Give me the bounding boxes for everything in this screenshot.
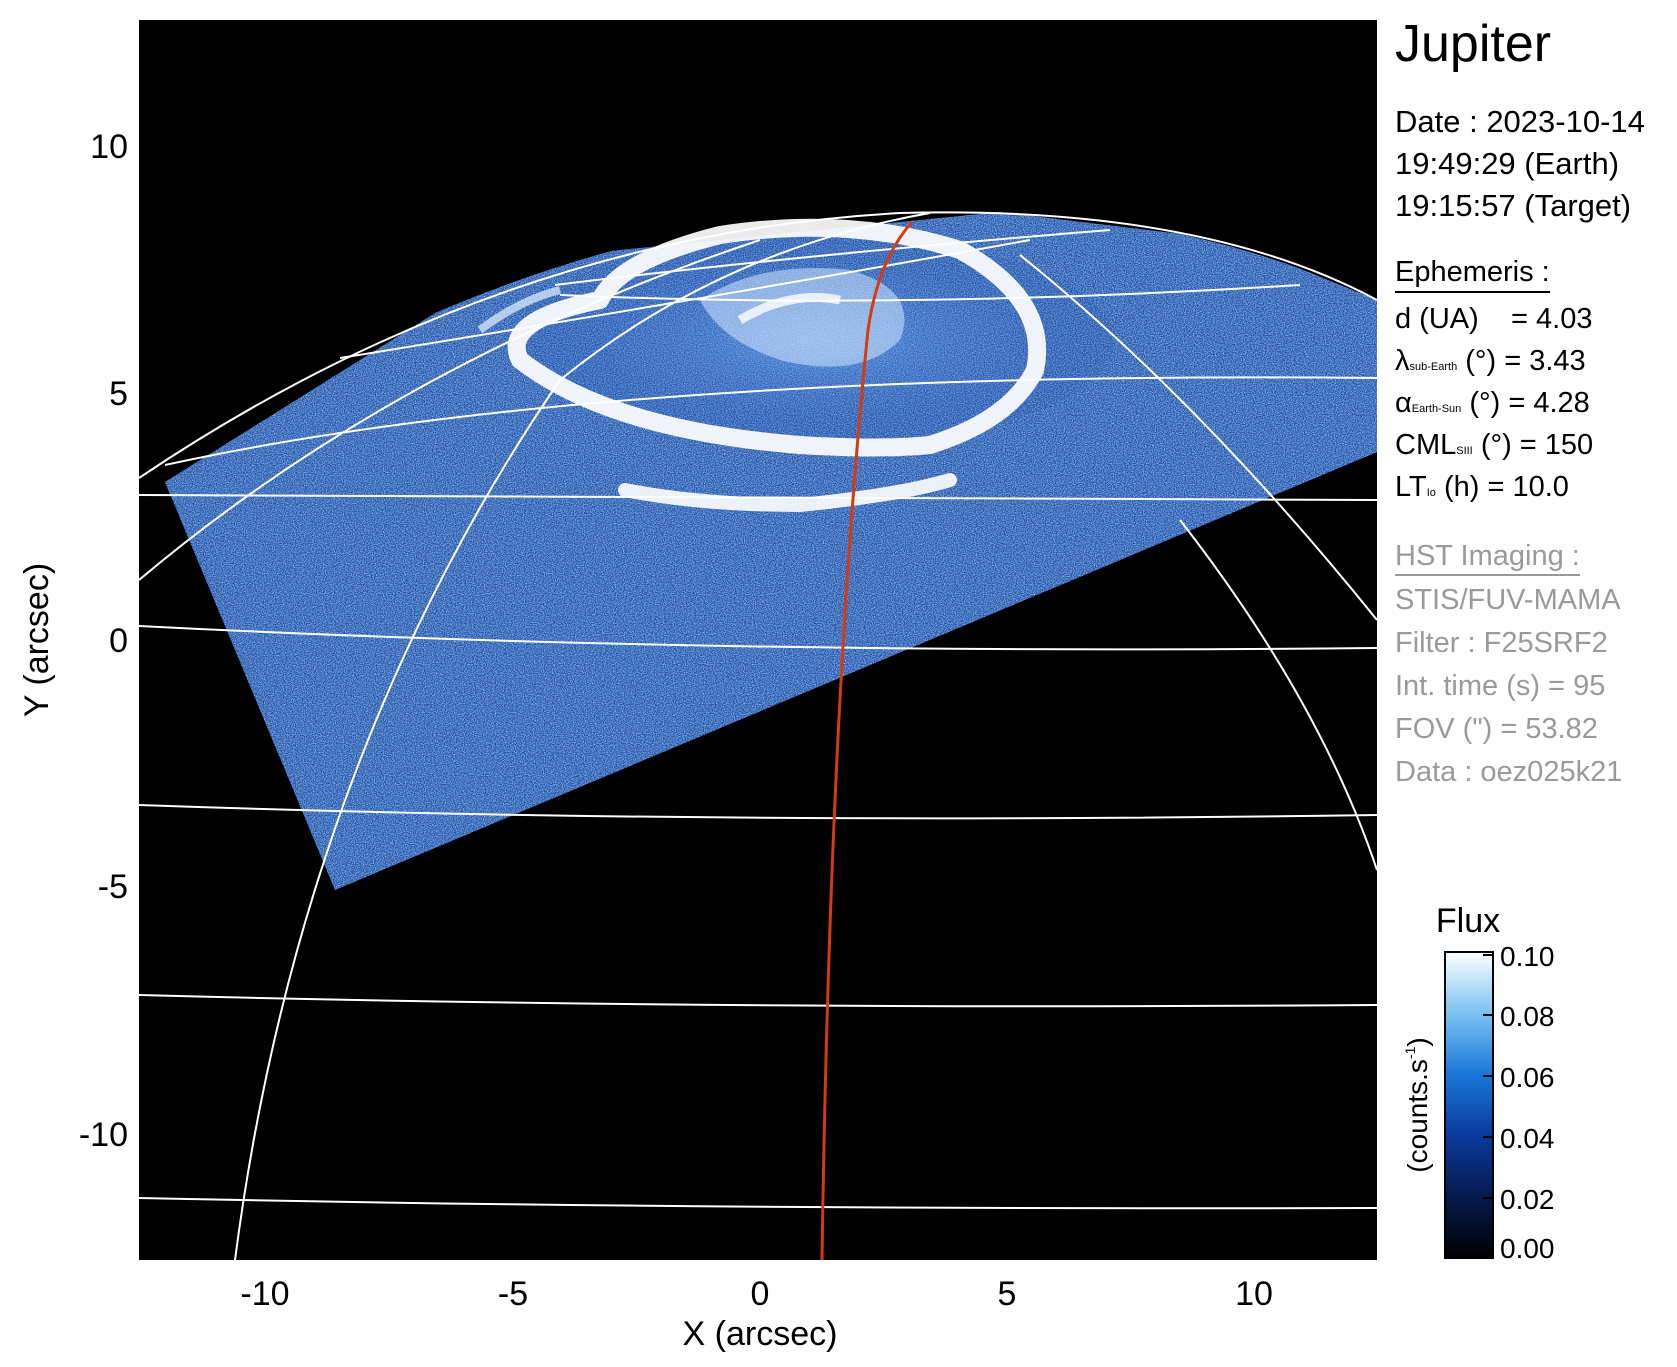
ephemeris-cml: CMLSIII (°) = 150 [1395, 429, 1594, 461]
planet-title: Jupiter [1395, 15, 1552, 73]
ephemeris-distance: d (UA) = 4.03 [1395, 303, 1593, 335]
colorbar-label: (counts.s-1) [1402, 1037, 1433, 1172]
hst-instrument: STIS/FUV-MAMA [1395, 584, 1621, 616]
date-line: Date : 2023-10-14 [1395, 104, 1645, 139]
y-tick-label: 0 [109, 622, 128, 660]
target-time-line: 19:15:57 (Target) [1395, 188, 1632, 223]
colorbar-tick: 0.10 [1500, 941, 1555, 972]
ephemeris-local-time: LTIo (h) = 10.0 [1395, 471, 1569, 503]
colorbar-tick: 0.02 [1500, 1184, 1555, 1215]
x-tick-label: 10 [1235, 1275, 1273, 1313]
colorbar-tick: 0.00 [1500, 1233, 1555, 1264]
hst-integration-time: Int. time (s) = 95 [1395, 670, 1606, 702]
y-tick-label: 10 [90, 128, 128, 166]
x-tick-label: -5 [498, 1275, 528, 1313]
colorbar-tick: 0.06 [1500, 1062, 1555, 1093]
y-axis-label: Y (arcsec) [18, 563, 56, 717]
hst-heading: HST Imaging : [1395, 540, 1580, 576]
y-tick-label: -5 [98, 868, 128, 906]
colorbar-tick: 0.08 [1500, 1001, 1555, 1032]
x-axis-ticks [264, 1248, 1255, 1260]
ephemeris-phase-angle: αEarth-Sun (°) = 4.28 [1395, 387, 1590, 419]
hst-fov: FOV (") = 53.82 [1395, 713, 1598, 745]
colorbar-tick: 0.04 [1500, 1123, 1555, 1154]
ephemeris-heading: Ephemeris : [1395, 256, 1550, 293]
earth-time-line: 19:49:29 (Earth) [1395, 146, 1620, 181]
y-tick-label: -10 [79, 1116, 128, 1154]
x-tick-label: 5 [998, 1275, 1017, 1313]
colorbar-title: Flux [1436, 902, 1500, 940]
hst-image-strip [139, 20, 1377, 890]
ephemeris-sub-earth-latitude: λsub-Earth (°) = 3.43 [1395, 345, 1586, 377]
x-tick-label: -10 [240, 1275, 289, 1313]
footprint-track [820, 221, 914, 1260]
hst-filter: Filter : F25SRF2 [1395, 627, 1608, 659]
colorbar: Flux 0.10 0.08 0.06 0.04 0.02 0.00 (coun… [1402, 902, 1555, 1264]
x-tick-label: 0 [751, 1275, 770, 1313]
x-axis-label: X (arcsec) [683, 1315, 838, 1353]
y-tick-label: 5 [109, 375, 128, 413]
colorbar-gradient [1444, 951, 1494, 1259]
hst-dataset: Data : oez025k21 [1395, 756, 1623, 788]
planet-grid [139, 211, 1377, 1260]
